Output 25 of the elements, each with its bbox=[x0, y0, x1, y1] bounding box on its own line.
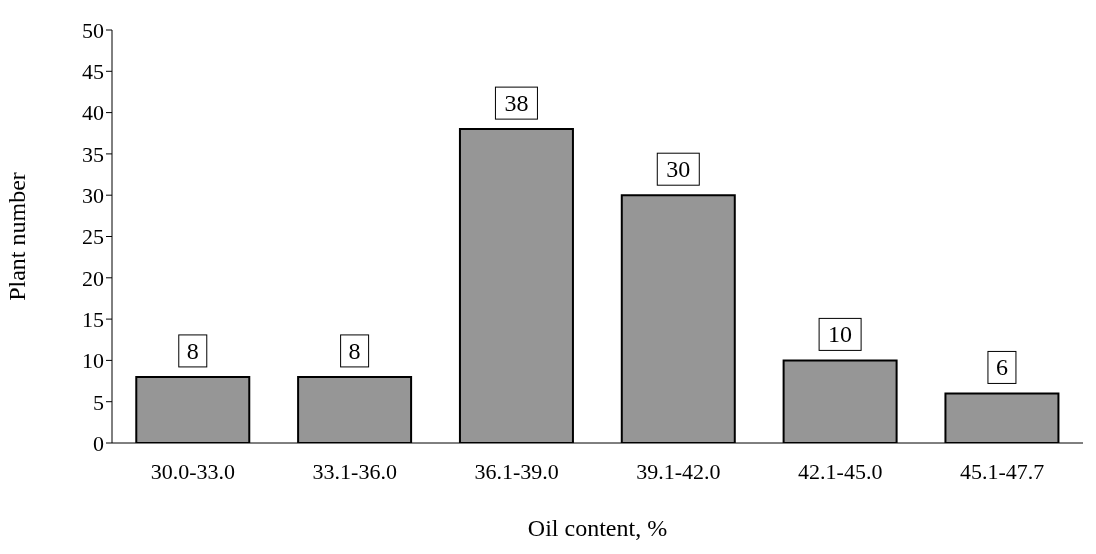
data-label: 38 bbox=[504, 90, 529, 117]
y-tick-label: 50 bbox=[82, 17, 104, 43]
y-tick-label: 0 bbox=[93, 430, 104, 456]
y-tick-label: 20 bbox=[82, 265, 104, 291]
x-tick-label: 39.1-42.0 bbox=[636, 458, 721, 484]
y-tick-label: 10 bbox=[82, 348, 104, 374]
x-tick-label: 45.1-47.7 bbox=[959, 458, 1045, 484]
y-axis-title: Plant number bbox=[3, 172, 30, 301]
x-tick-label: 42.1-45.0 bbox=[798, 458, 883, 484]
x-tick-label: 33.1-36.0 bbox=[312, 458, 397, 484]
y-tick-label: 15 bbox=[82, 306, 104, 332]
x-tick-label: 30.0-33.0 bbox=[150, 458, 236, 484]
data-label: 8 bbox=[348, 337, 361, 364]
x-tick-label: 36.1-39.0 bbox=[474, 458, 559, 484]
y-tick-label: 35 bbox=[82, 141, 104, 167]
y-tick-label: 45 bbox=[82, 59, 104, 85]
data-label: 10 bbox=[828, 321, 853, 348]
data-label: 6 bbox=[995, 354, 1008, 381]
data-label: 8 bbox=[186, 337, 199, 364]
y-tick-label: 5 bbox=[93, 389, 104, 415]
y-tick-label: 25 bbox=[82, 224, 104, 250]
data-label: 30 bbox=[666, 156, 691, 183]
y-tick-label: 30 bbox=[82, 183, 104, 209]
x-axis-title: Oil content, % bbox=[527, 515, 668, 541]
y-tick-label: 40 bbox=[82, 100, 104, 126]
